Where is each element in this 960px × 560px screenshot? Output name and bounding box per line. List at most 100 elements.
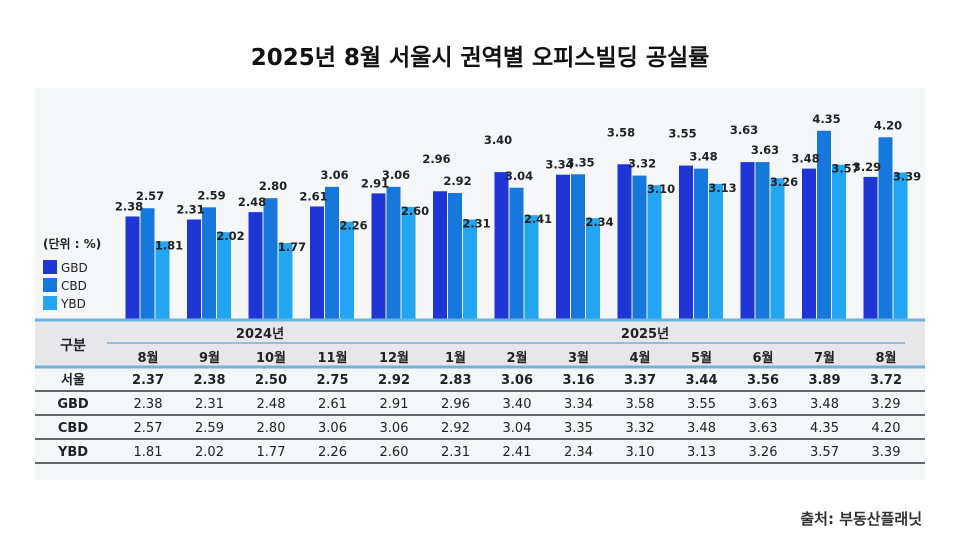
table-cell: 2.38 — [193, 373, 225, 388]
table-cell: 3.06 — [501, 373, 533, 388]
month-label: 7월 — [814, 350, 835, 366]
table-cell: 3.10 — [626, 445, 655, 460]
row-label: 서울 — [61, 372, 85, 388]
table-cell: 2.92 — [378, 373, 410, 388]
table-cell: 3.16 — [562, 373, 594, 388]
legend-swatch-cbd — [43, 278, 57, 292]
bar-ybd — [155, 241, 170, 320]
table-cell: 3.44 — [685, 373, 717, 388]
data-label: 3.63 — [751, 143, 779, 157]
data-label: 3.48 — [791, 152, 819, 166]
bar-cbd — [325, 186, 339, 320]
table-cell: 3.32 — [626, 421, 655, 436]
bar-ybd — [278, 243, 293, 320]
bar-gbd — [433, 191, 447, 320]
row-label: YBD — [57, 445, 88, 460]
bar-cbd — [448, 192, 462, 320]
month-label: 8월 — [875, 350, 896, 366]
data-label: 3.04 — [505, 169, 533, 183]
table-cell: 2.83 — [439, 373, 471, 388]
table-cell: 3.72 — [870, 373, 902, 388]
table-cell: 2.50 — [255, 373, 287, 388]
data-label: 3.40 — [484, 133, 512, 147]
bar-cbd — [632, 175, 647, 320]
bar-ybd — [586, 218, 600, 320]
table-cell: 1.77 — [257, 445, 286, 460]
table-cell: 2.26 — [318, 445, 347, 460]
bar-ybd — [893, 172, 908, 320]
data-label: 2.96 — [422, 152, 450, 166]
table-cell: 2.91 — [380, 397, 409, 412]
table-cell: 2.96 — [441, 397, 470, 412]
table-cell: 2.31 — [195, 397, 224, 412]
data-label: 3.26 — [770, 175, 798, 189]
table-cell: 2.48 — [257, 397, 286, 412]
month-label: 9월 — [199, 350, 220, 366]
table-cell: 3.35 — [564, 421, 593, 436]
table-cell: 3.56 — [747, 373, 779, 388]
bar-cbd — [509, 187, 524, 320]
bar-gbd — [371, 193, 386, 320]
data-label: 2.26 — [339, 219, 367, 233]
month-label: 10월 — [256, 350, 286, 366]
month-label: 4월 — [629, 350, 650, 366]
data-label: 2.60 — [401, 204, 429, 218]
bar-cbd — [140, 208, 155, 320]
table-cell: 3.89 — [808, 373, 840, 388]
table-cell: 2.80 — [257, 421, 286, 436]
row-label: GBD — [57, 397, 89, 412]
bar-gbd — [863, 176, 878, 320]
bar-ybd — [770, 178, 785, 320]
data-label: 3.06 — [320, 168, 348, 182]
data-label: 2.38 — [115, 199, 143, 213]
legend-label: GBD — [61, 261, 88, 275]
data-label: 1.77 — [278, 240, 306, 254]
bar-cbd — [263, 198, 278, 320]
bar-gbd — [494, 172, 509, 320]
month-label: 1월 — [445, 350, 466, 366]
table-cell: 2.34 — [564, 445, 593, 460]
bar-cbd — [878, 137, 893, 320]
table-cell: 3.48 — [810, 397, 839, 412]
table-cell: 3.34 — [564, 397, 593, 412]
data-label: 2.57 — [136, 189, 164, 203]
bar-gbd — [248, 212, 263, 320]
data-label: 2.02 — [216, 229, 244, 243]
bar-ybd — [217, 232, 231, 320]
bar-cbd — [202, 207, 216, 320]
table-cell: 2.57 — [134, 421, 163, 436]
table-cell: 2.31 — [441, 445, 470, 460]
data-label: 2.31 — [462, 217, 490, 231]
table-cell: 4.20 — [872, 421, 901, 436]
bar-cbd — [571, 174, 585, 320]
bar-cbd — [817, 130, 831, 320]
table-cell: 3.29 — [872, 397, 901, 412]
data-label: 2.31 — [176, 203, 204, 217]
month-label: 12월 — [379, 350, 409, 366]
table-cell: 3.39 — [872, 445, 901, 460]
chart-panel: 2.38 2.31 2.48 2.61 2.91 2.96 3.40 3.34 3.58 3.55… — [35, 88, 925, 480]
data-label: 2.92 — [443, 174, 471, 188]
chart-title: 2025년 8월 서울시 권역별 오피스빌딩 공실률 — [250, 45, 710, 71]
bar-ybd — [401, 206, 416, 320]
table-cell: 2.75 — [316, 373, 348, 388]
data-label: 3.55 — [668, 127, 696, 141]
table-cell: 2.59 — [195, 421, 224, 436]
table-cell: 3.55 — [687, 397, 716, 412]
data-label: 2.48 — [238, 195, 266, 209]
data-label: 3.32 — [628, 157, 656, 171]
month-label: 8월 — [137, 350, 158, 366]
table-cell: 3.63 — [749, 421, 778, 436]
bar-cbd — [386, 186, 401, 320]
legend-label: CBD — [61, 279, 87, 293]
data-label: 1.81 — [155, 238, 183, 252]
bar-ybd — [832, 164, 846, 320]
table-cell: 2.38 — [134, 397, 163, 412]
bar-cbd — [694, 168, 708, 320]
data-label: 2.41 — [524, 212, 552, 226]
table-cell: 1.81 — [134, 445, 163, 460]
table-cell: 3.58 — [626, 397, 655, 412]
table-cell: 2.61 — [318, 397, 347, 412]
legend-label: YBD — [60, 297, 86, 311]
data-label: 3.58 — [607, 125, 635, 139]
